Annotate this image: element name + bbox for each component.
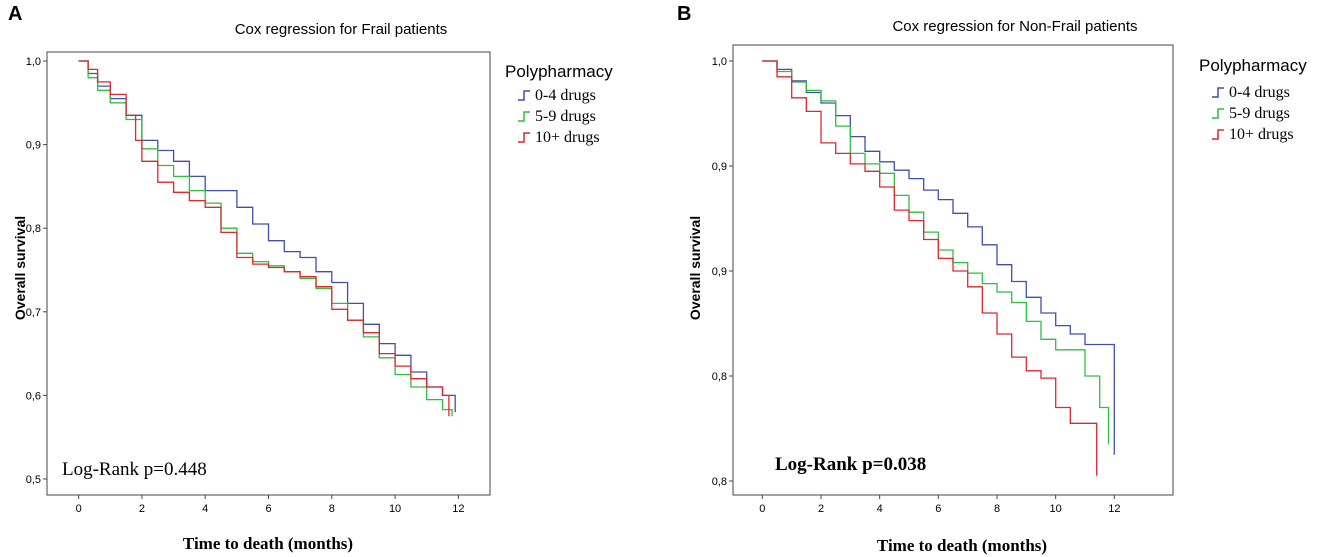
y-tick-label: 0,8 [712, 371, 727, 383]
x-tick-label: 0 [76, 503, 82, 515]
x-tick-label: 12 [1108, 503, 1120, 515]
series-line-0-4-drugs [78, 60, 456, 413]
x-tick-label: 6 [265, 503, 271, 515]
panel-b-legend-title: Polypharmacy [1199, 56, 1307, 75]
legend-symbol [518, 111, 530, 122]
panel-a-x-axis-label: Time to death (months) [183, 534, 353, 553]
panel-a-y-axis-label: Overall survival [12, 216, 28, 320]
x-tick-label: 2 [139, 503, 145, 515]
panel-a-y-ticks: 0,5 0,6 0,7 0,8 0,9 1,0 [26, 56, 47, 486]
x-tick-label: 12 [452, 503, 464, 515]
y-tick-label: 0,8 [712, 476, 727, 488]
x-tick-label: 2 [818, 503, 824, 515]
panel-a-plot-frame [46, 51, 491, 496]
legend-symbol [1212, 87, 1224, 98]
panel-b-letter: B [677, 3, 691, 25]
x-tick-label: 4 [202, 503, 208, 515]
panel-a: A Cox regression for Frail patients 0,50… [8, 3, 613, 553]
panel-b-y-ticks: 0,8 0,8 0,9 0,9 1,0 [712, 56, 733, 488]
x-tick-label: 6 [935, 503, 941, 515]
panel-b: B Cox regression for Non-Frail patients … [677, 3, 1307, 555]
x-tick-label: 8 [994, 503, 1000, 515]
panel-b-y-axis-label: Overall survival [687, 216, 703, 320]
series-line-5-9-drugs [762, 60, 1110, 445]
legend-symbol [518, 90, 530, 101]
panel-b-x-axis-label: Time to death (months) [877, 536, 1047, 555]
panel-a-x-ticks: 0 2 4 6 8 10 12 [76, 495, 464, 515]
x-tick-label: 10 [389, 503, 401, 515]
y-tick-label: 1,0 [26, 56, 41, 68]
panel-b-plot-frame [732, 44, 1174, 496]
panel-b-legend: 0-4 drugs 5-9 drugs 10+ drugs [1212, 84, 1294, 143]
x-tick-label: 10 [1050, 503, 1062, 515]
panel-b-x-ticks: 0 2 4 6 8 10 12 [759, 495, 1120, 515]
panel-a-letter: A [8, 3, 22, 25]
y-tick-label: 0,5 [26, 474, 41, 486]
y-tick-label: 1,0 [712, 56, 727, 68]
panel-a-log-rank-annotation: Log-Rank p=0.448 [62, 459, 207, 480]
panel-b-log-rank-annotation: Log-Rank p=0.038 [775, 454, 926, 475]
panel-a-legend-title: Polypharmacy [505, 62, 613, 81]
y-tick-label: 0,8 [26, 223, 41, 235]
x-tick-label: 8 [329, 503, 335, 515]
legend-symbol [1212, 108, 1224, 119]
legend-entry-label: 10+ drugs [1229, 126, 1294, 143]
legend-symbol [1212, 129, 1224, 140]
series-line-10-drugs [762, 60, 1098, 476]
legend-entry-label: 0-4 drugs [535, 87, 596, 104]
panel-a-title: Cox regression for Frail patients [235, 21, 448, 38]
legend-entry-label: 5-9 drugs [1229, 105, 1290, 122]
y-tick-label: 0,7 [26, 307, 41, 319]
panel-a-series [78, 60, 456, 417]
legend-entry-label: 5-9 drugs [535, 108, 596, 125]
panel-b-series [762, 60, 1115, 476]
y-tick-label: 0,6 [26, 390, 41, 402]
y-tick-label: 0,9 [712, 266, 727, 278]
legend-symbol [518, 132, 530, 143]
x-tick-label: 4 [877, 503, 883, 515]
y-tick-label: 0,9 [712, 161, 727, 173]
legend-entry-label: 0-4 drugs [1229, 84, 1290, 101]
series-line-5-9-drugs [78, 60, 453, 417]
x-tick-label: 0 [759, 503, 765, 515]
series-line-10-drugs [78, 60, 450, 417]
legend-entry-label: 10+ drugs [535, 129, 600, 146]
panel-b-title: Cox regression for Non-Frail patients [892, 18, 1137, 35]
y-tick-label: 0,9 [26, 140, 41, 152]
panel-a-legend: 0-4 drugs 5-9 drugs 10+ drugs [518, 87, 600, 146]
